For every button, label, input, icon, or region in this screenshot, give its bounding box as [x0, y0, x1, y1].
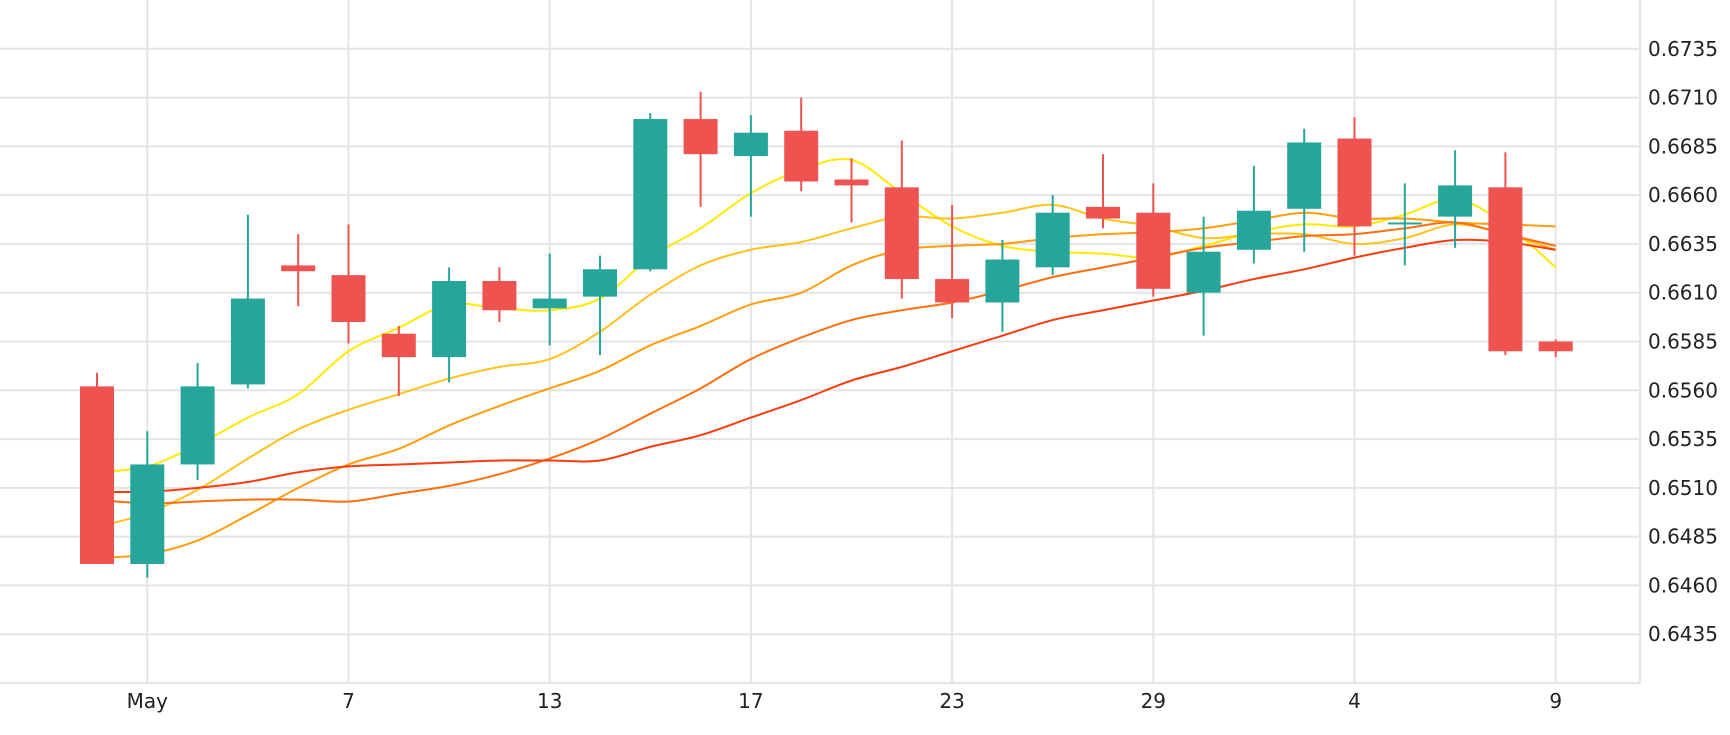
candle-body [1136, 212, 1171, 289]
moving-average-line-4 [96, 221, 1556, 505]
candle-up [1287, 128, 1322, 252]
candle-body [633, 119, 668, 270]
x-tick-label: May [127, 689, 169, 713]
candle-up [432, 267, 467, 383]
candle-body [1438, 185, 1473, 217]
candle-up [1438, 150, 1473, 248]
x-tick-label: 13 [537, 689, 562, 713]
candle-body [784, 130, 819, 182]
candle-body [1186, 251, 1221, 293]
y-tick-label: 0.6660 [1648, 183, 1718, 207]
candle-body [733, 132, 768, 157]
y-tick-label: 0.6710 [1648, 86, 1718, 110]
y-tick-label: 0.6610 [1648, 281, 1718, 305]
moving-average-line-1 [96, 158, 1557, 474]
candle-body [1538, 341, 1573, 352]
candle-body [80, 386, 114, 564]
moving-average-line-2 [96, 203, 1556, 528]
x-tick-label: 29 [1141, 689, 1166, 713]
candle-down [331, 224, 366, 344]
candle-down [884, 140, 919, 299]
y-tick-label: 0.6485 [1648, 525, 1718, 549]
candle-up [130, 431, 165, 578]
grid [0, 0, 1641, 684]
candle-up [1236, 165, 1271, 264]
candle-body [834, 179, 869, 186]
candle-body [1387, 222, 1422, 225]
y-tick-label: 0.6510 [1648, 476, 1718, 500]
moving-average-lines [96, 158, 1557, 560]
axes: 0.6735 0.6710 0.6685 0.6660 0.6635 0.6610 0.65… [127, 37, 1718, 713]
candle-up [1035, 195, 1070, 276]
y-tick-label: 0.6460 [1648, 573, 1718, 597]
candle-up [985, 240, 1020, 332]
candle-body [532, 298, 567, 309]
candle-body [683, 119, 718, 155]
candle-down [281, 234, 316, 307]
moving-average-line-3 [96, 211, 1556, 560]
x-tick-label: 23 [939, 689, 964, 713]
candle-body [130, 464, 165, 564]
y-tick-label: 0.6635 [1648, 232, 1718, 256]
candle-body [1035, 212, 1070, 268]
candle-down [834, 158, 869, 223]
candle-body [432, 281, 467, 358]
candle-body [482, 281, 517, 311]
candle-body [180, 386, 215, 465]
candle-body [583, 269, 617, 297]
y-tick-label: 0.6685 [1648, 134, 1718, 158]
candle-body [884, 187, 919, 280]
y-tick-label: 0.6735 [1648, 37, 1718, 61]
candle-down [1136, 183, 1171, 297]
candle-body [1236, 210, 1271, 250]
y-tick-label: 0.6560 [1648, 378, 1718, 402]
candle-up [583, 255, 617, 356]
candle-up [532, 253, 567, 346]
candle-up [230, 214, 265, 389]
candle-down [1337, 117, 1372, 256]
candle-down [683, 91, 718, 207]
x-tick-label: 4 [1348, 689, 1361, 713]
candle-down [482, 267, 517, 322]
candle-down [1086, 154, 1120, 229]
candle-up [633, 113, 668, 272]
candle-body [935, 279, 970, 303]
y-tick-label: 0.6535 [1648, 427, 1718, 451]
candle-body [985, 259, 1020, 303]
candle-body [1488, 187, 1523, 352]
candle-up [733, 115, 768, 217]
candle-down [784, 97, 819, 192]
y-tick-label: 0.6585 [1648, 330, 1718, 354]
candle-down [1538, 339, 1573, 358]
candle-body [230, 298, 265, 385]
candle-up [1186, 216, 1221, 336]
candles [80, 91, 1573, 578]
candle-body [281, 265, 316, 272]
x-tick-label: 7 [342, 689, 355, 713]
candle-up [180, 362, 215, 481]
candle-body [381, 333, 416, 358]
candle-body [1337, 138, 1372, 227]
x-tick-label: 9 [1549, 689, 1562, 713]
candle-body [1287, 142, 1322, 209]
candle-down [80, 372, 114, 564]
y-tick-label: 0.6435 [1648, 622, 1718, 646]
candle-down [935, 204, 970, 319]
candle-down [1488, 152, 1523, 356]
candle-body [1086, 206, 1120, 219]
candle-body [331, 275, 366, 322]
moving-average-line-5 [96, 238, 1556, 494]
candle-up [1387, 183, 1422, 266]
candle-down [381, 325, 416, 397]
x-tick-label: 17 [738, 689, 763, 713]
